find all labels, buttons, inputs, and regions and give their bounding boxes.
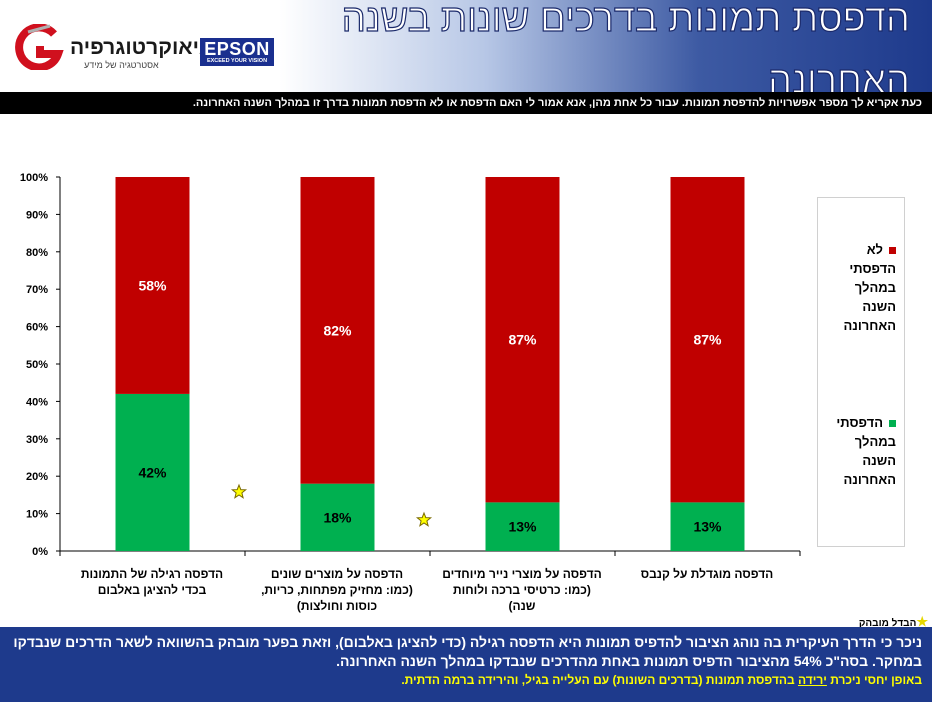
y-tick-label: 20%: [26, 471, 48, 483]
data-label-not-printed: 87%: [508, 332, 537, 348]
y-tick-label: 10%: [26, 509, 48, 521]
summary-line-2: באופן יחסי ניכרת ירידה בהדפסת תמונות (בד…: [10, 671, 922, 690]
legend-label-printed: הדפסתי במהלך השנה האחרונה: [836, 415, 896, 487]
geocartography-logo-name: גיאוקרטוגרפיה: [70, 36, 210, 59]
significance-star-icon: [230, 483, 248, 499]
legend-item-not-printed: לא הדפסתי במהלך השנה האחרונה: [824, 240, 896, 335]
category-label-1: הדפסה רגילה של התמונות בכדי להציגן באלבו…: [80, 567, 224, 597]
y-tick-label: 70%: [26, 284, 48, 296]
bar-segment-not-printed: [300, 177, 375, 484]
significance-legend-label: הבדל מובהק: [858, 618, 917, 629]
data-label-not-printed: 58%: [138, 277, 167, 293]
data-label-not-printed: 82%: [323, 322, 352, 338]
question-instruction: כעת אקריא לך מספר אפשרויות להדפסת תמונות…: [0, 92, 932, 114]
bar-segment-not-printed: [670, 177, 745, 503]
y-tick-label: 40%: [26, 396, 48, 408]
legend-item-printed: הדפסתי במהלך השנה האחרונה: [824, 413, 896, 489]
summary-line-2-prefix: באופן יחסי ניכרת: [830, 673, 922, 687]
y-tick-label: 60%: [26, 322, 48, 334]
data-label-not-printed: 87%: [693, 332, 722, 348]
bar-segment-printed: [300, 483, 375, 551]
y-tick-label: 50%: [26, 359, 48, 371]
epson-logo-tagline: EXCEED YOUR VISION: [206, 58, 268, 64]
data-label-printed: 42%: [138, 464, 167, 480]
stacked-bar-chart: 0% 10% 20% 30% 40% 50% 60% 70% 80% 90% 100% 42% 58% 1…: [20, 172, 801, 558]
bar-segment-not-printed: [485, 177, 560, 503]
summary-footer: ניכר כי הדרך העיקרית בה נוהג הציבור להדפ…: [0, 627, 932, 702]
data-label-printed: 13%: [508, 519, 537, 535]
summary-line-1: ניכר כי הדרך העיקרית בה נוהג הציבור להדפ…: [13, 634, 922, 669]
legend-swatch-not-printed: [889, 247, 896, 255]
significance-star-icon: [415, 511, 433, 527]
chart-legend: לא הדפסתי במהלך השנה האחרונה הדפסתי במהל…: [817, 197, 905, 547]
summary-line-2-suffix: בהדפסת תמונות (בדרכים השונות) עם העלייה …: [401, 673, 795, 687]
legend-swatch-printed: [889, 420, 896, 428]
y-tick-label: 0%: [32, 546, 48, 558]
epson-logo: EPSON EXCEED YOUR VISION: [200, 38, 274, 66]
geocartography-logo-tagline: אסטרטגיה של מידע: [84, 60, 159, 70]
y-tick-label: 80%: [26, 247, 48, 259]
bar-segment-not-printed: [115, 177, 190, 394]
data-label-printed: 18%: [323, 509, 352, 525]
header-band: [0, 0, 932, 92]
page-title: הדפסת תמונות בדרכים שונות בשנה האחרונה: [341, 0, 910, 103]
bar-segment-printed: [485, 502, 560, 551]
data-label-printed: 13%: [693, 519, 722, 535]
summary-line-2-underlined: ירידה: [798, 673, 827, 687]
category-label-2: הדפסה על מוצרים שונים (כמו: מחזיק מפתחות…: [261, 567, 413, 613]
y-tick-label: 90%: [26, 209, 48, 221]
bar-segment-printed: [115, 393, 190, 551]
y-tick-label: 30%: [26, 434, 48, 446]
category-label-4: הדפסה מוגדלת על קנבס: [640, 567, 774, 581]
significance-legend: ★הבדל מובהק: [859, 614, 928, 630]
geocartography-logo-icon: [15, 24, 64, 70]
legend-label-not-printed: לא הדפסתי במהלך השנה האחרונה: [843, 242, 896, 333]
bar-segment-printed: [670, 502, 745, 551]
category-label-3: הדפסה על מוצרי נייר מיוחדים (כמו: כרטיסי…: [442, 567, 602, 613]
y-tick-label: 100%: [20, 172, 48, 184]
star-icon: ★: [916, 614, 928, 629]
epson-logo-name: EPSON: [204, 39, 270, 59]
